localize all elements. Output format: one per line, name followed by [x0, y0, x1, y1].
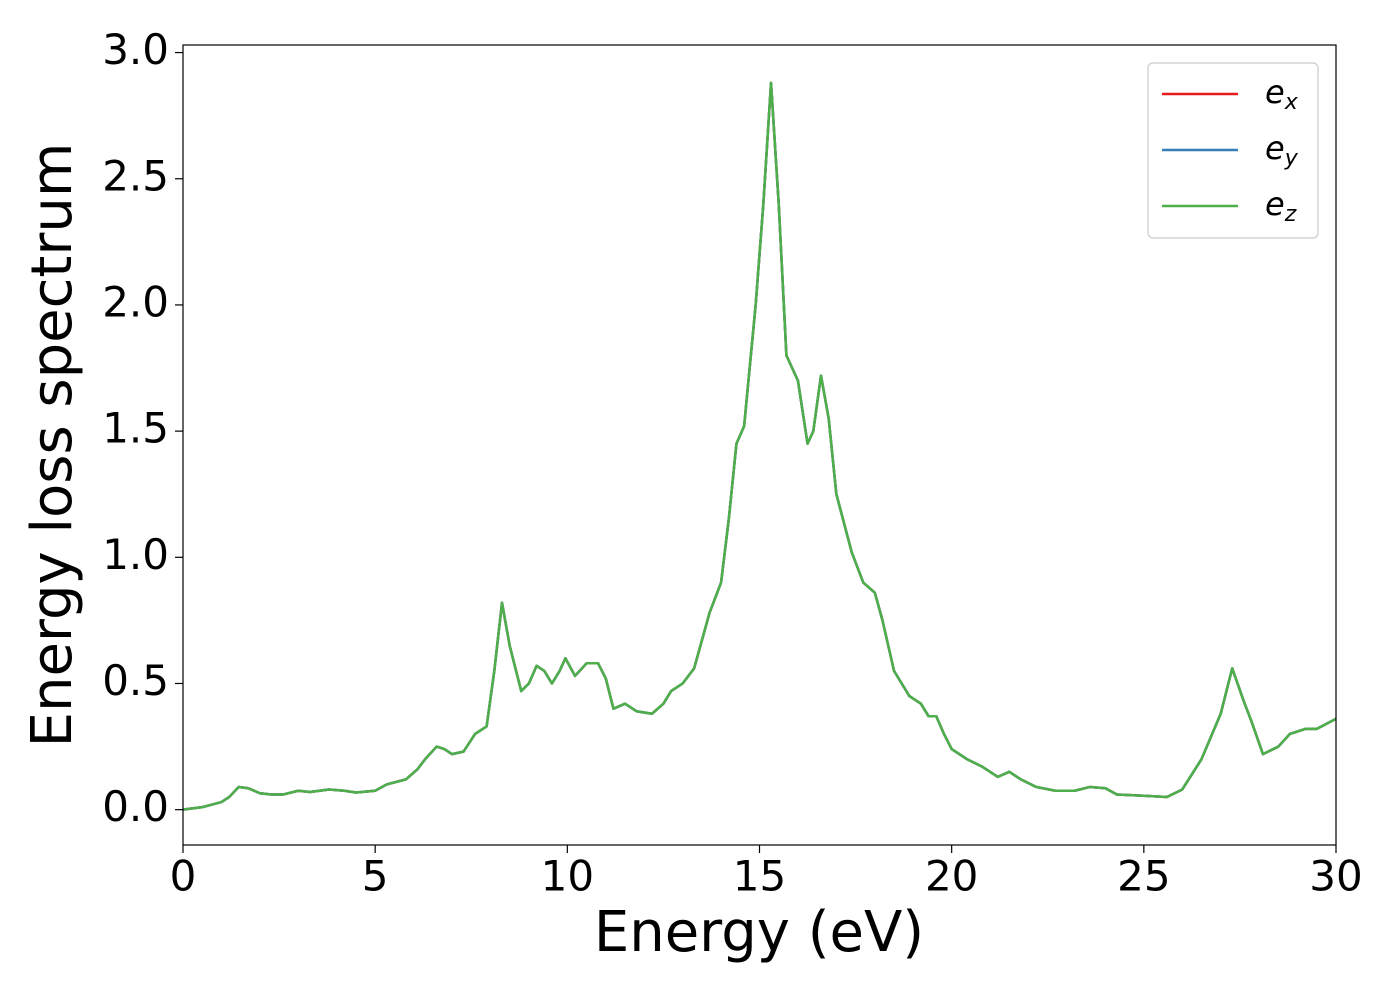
legend-subscript: y	[1284, 146, 1299, 171]
y-tick-label: 1.5	[102, 404, 169, 453]
x-axis-label: Energy (eV)	[594, 900, 924, 965]
y-tick-label: 0.0	[102, 782, 169, 831]
legend-name: e	[1265, 185, 1285, 223]
x-tick-label: 10	[541, 852, 594, 901]
x-tick-label: 25	[1117, 852, 1170, 901]
legend-label: ex	[1265, 73, 1299, 115]
legend-name: e	[1265, 73, 1285, 111]
y-tick-label: 0.5	[102, 656, 169, 705]
x-tick-label: 5	[362, 852, 389, 901]
y-tick-label: 3.0	[102, 25, 169, 74]
y-tick-label: 2.0	[102, 277, 169, 326]
legend-subscript: z	[1284, 202, 1297, 227]
legend-label: ey	[1265, 129, 1299, 171]
x-tick-label: 30	[1309, 852, 1362, 901]
legend-name: e	[1265, 129, 1285, 167]
y-axis-label: Energy loss spectrum	[20, 143, 85, 748]
x-tick-label: 20	[925, 852, 978, 901]
y-tick-label: 1.0	[102, 530, 169, 579]
y-tick-label: 2.5	[102, 151, 169, 200]
x-tick-label: 0	[170, 852, 197, 901]
x-tick-label: 15	[733, 852, 786, 901]
plot-frame	[182, 44, 1337, 846]
legend-label: ez	[1265, 185, 1297, 227]
legend-subscript: x	[1284, 90, 1299, 115]
line-series	[182, 81, 1337, 811]
